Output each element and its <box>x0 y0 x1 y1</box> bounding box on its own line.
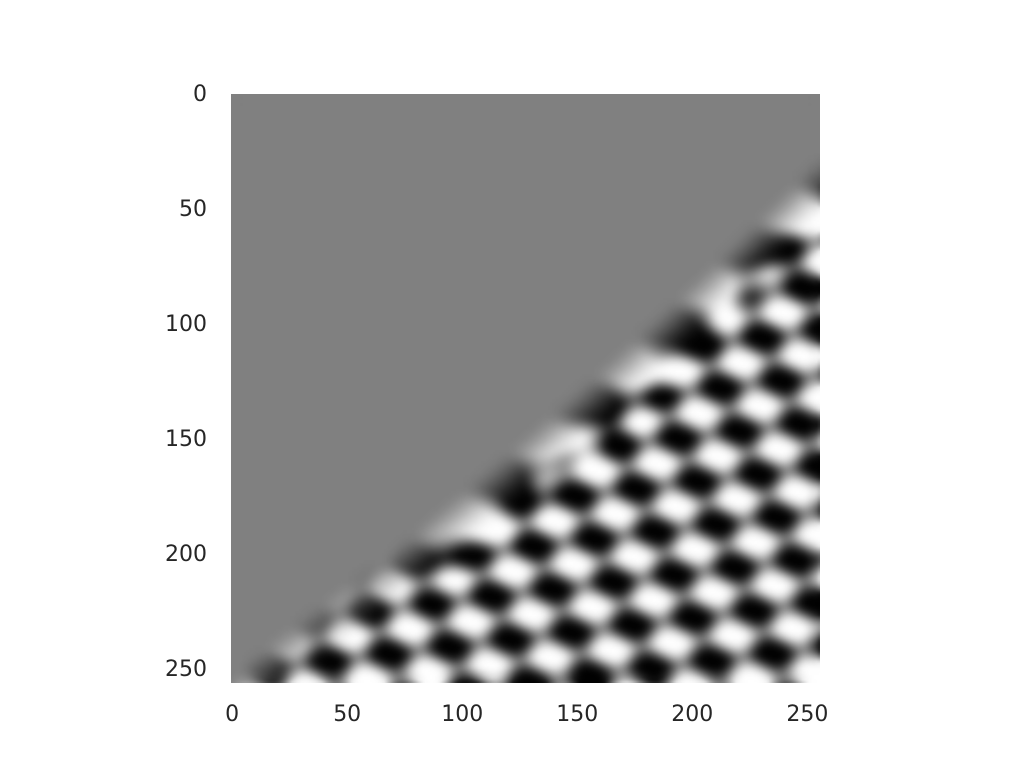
x-tick-label: 50 <box>333 702 362 727</box>
y-tick-label: 200 <box>165 542 207 568</box>
x-tick-label: 0 <box>225 702 240 727</box>
y-tick-label: 0 <box>193 82 207 108</box>
y-tick-label: 50 <box>179 197 207 223</box>
x-tick-label: 200 <box>671 702 714 727</box>
heatmap-canvas <box>231 94 820 683</box>
x-tick-label: 150 <box>556 702 599 727</box>
y-tick-label: 250 <box>165 657 207 683</box>
x-tick-label: 100 <box>441 702 484 727</box>
y-tick-label: 150 <box>165 427 207 453</box>
heatmap-image <box>231 94 820 683</box>
y-tick-label: 100 <box>165 312 207 338</box>
x-tick-label: 250 <box>786 702 829 727</box>
